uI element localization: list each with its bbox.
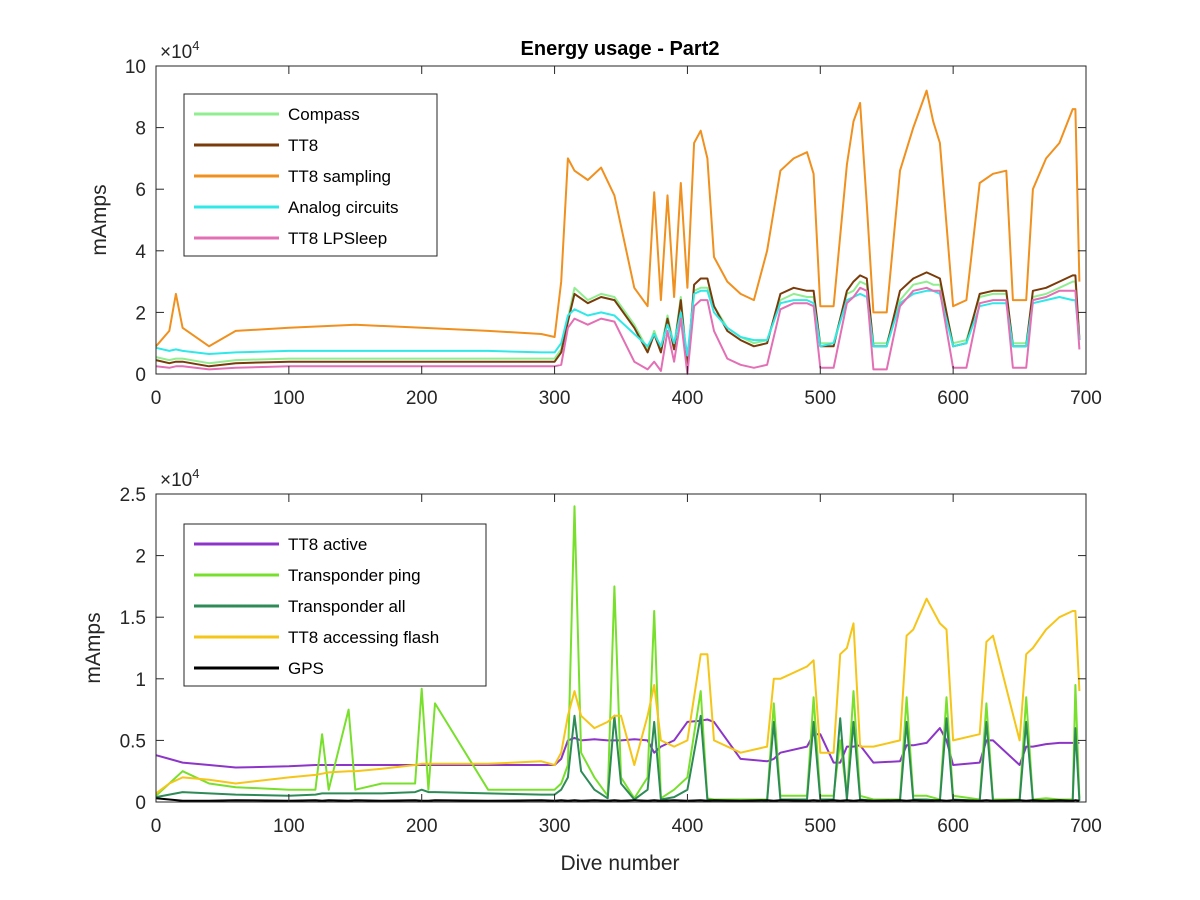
top-y-axis-label: mAmps: [88, 184, 111, 255]
top-x-tick-label: 500: [804, 388, 836, 409]
bottom-x-tick-label: 100: [273, 816, 305, 837]
bottom-x-tick-label: 0: [151, 816, 162, 837]
top-legend-label: TT8 sampling: [288, 167, 391, 186]
top-x-tick-label: 300: [539, 388, 571, 409]
chart-title: Energy usage - Part2: [521, 38, 720, 60]
bottom-legend-label: Transponder all: [288, 597, 406, 616]
top-y-tick-label: 10: [125, 57, 146, 78]
bottom-x-tick-label: 400: [672, 816, 704, 837]
bottom-legend: TT8 active Transponder ping Transponder al…: [183, 523, 487, 687]
bottom-y-tick-label: 2.5: [120, 485, 146, 506]
bottom-y-tick-label: 1.5: [120, 608, 146, 629]
bottom-exponent-label: ×104: [160, 466, 199, 491]
bottom-x-tick-label: 300: [539, 816, 571, 837]
top-legend-label: Compass: [288, 105, 360, 124]
bottom-x-tick-label: 600: [937, 816, 969, 837]
top-legend-label: Analog circuits: [288, 198, 399, 217]
bottom-legend-label: TT8 active: [288, 535, 367, 554]
top-plot-area: [155, 89, 1081, 375]
bottom-y-tick-label: 0.5: [120, 731, 146, 752]
top-x-tick-label: 0: [151, 388, 162, 409]
bottom-y-axis-label: mAmps: [82, 612, 105, 683]
top-x-tick-label: 200: [406, 388, 438, 409]
top-y-tick-label: 4: [135, 242, 146, 263]
top-series-line-analog-circuits: [155, 289, 1081, 357]
top-axes: Energy usage - Part2 0 100 200 300 400 500 600…: [88, 38, 1102, 409]
top-series-line-tt8-lpsleep: [155, 286, 1081, 375]
bottom-legend-label: GPS: [288, 659, 324, 678]
top-ticks: 0 100 200 300 400 500 600 700 0 2 4 6 8 10: [125, 57, 1102, 409]
bottom-x-tick-label: 200: [406, 816, 438, 837]
top-exponent-label: ×104: [160, 38, 199, 63]
top-y-tick-label: 0: [135, 365, 146, 386]
bottom-x-axis-label: Dive number: [560, 852, 679, 875]
top-legend-label: TT8 LPSleep: [288, 229, 387, 248]
top-legend: Compass TT8 TT8 sampling Analog circuits TT8…: [183, 93, 438, 257]
top-series-line-compass: [155, 280, 1081, 366]
top-axes-box: [155, 65, 1087, 375]
bottom-legend-label: TT8 accessing flash: [288, 628, 439, 647]
top-x-tick-label: 700: [1070, 388, 1102, 409]
bottom-legend-label: Transponder ping: [288, 566, 421, 585]
top-y-tick-label: 8: [135, 119, 146, 140]
bottom-ticks: 0 100 200 300 400 500 600 700 0 0.5 1 1.5 2 2.5: [120, 485, 1102, 837]
top-series-line-tt8: [155, 271, 1081, 369]
bottom-y-tick-label: 1: [135, 670, 146, 691]
bottom-series-line-tt8-accessing-flash: [155, 597, 1081, 795]
top-y-tick-label: 2: [135, 303, 146, 324]
bottom-y-tick-label: 2: [135, 547, 146, 568]
top-y-tick-label: 6: [135, 180, 146, 201]
bottom-x-tick-label: 700: [1070, 816, 1102, 837]
bottom-y-tick-label: 0: [135, 793, 146, 814]
top-x-tick-label: 400: [672, 388, 704, 409]
top-x-tick-label: 100: [273, 388, 305, 409]
top-x-tick-label: 600: [937, 388, 969, 409]
bottom-axes-box: [155, 493, 1087, 803]
top-legend-label: TT8: [288, 136, 318, 155]
top-series-line-tt8-sampling: [155, 89, 1081, 348]
bottom-x-tick-label: 500: [804, 816, 836, 837]
